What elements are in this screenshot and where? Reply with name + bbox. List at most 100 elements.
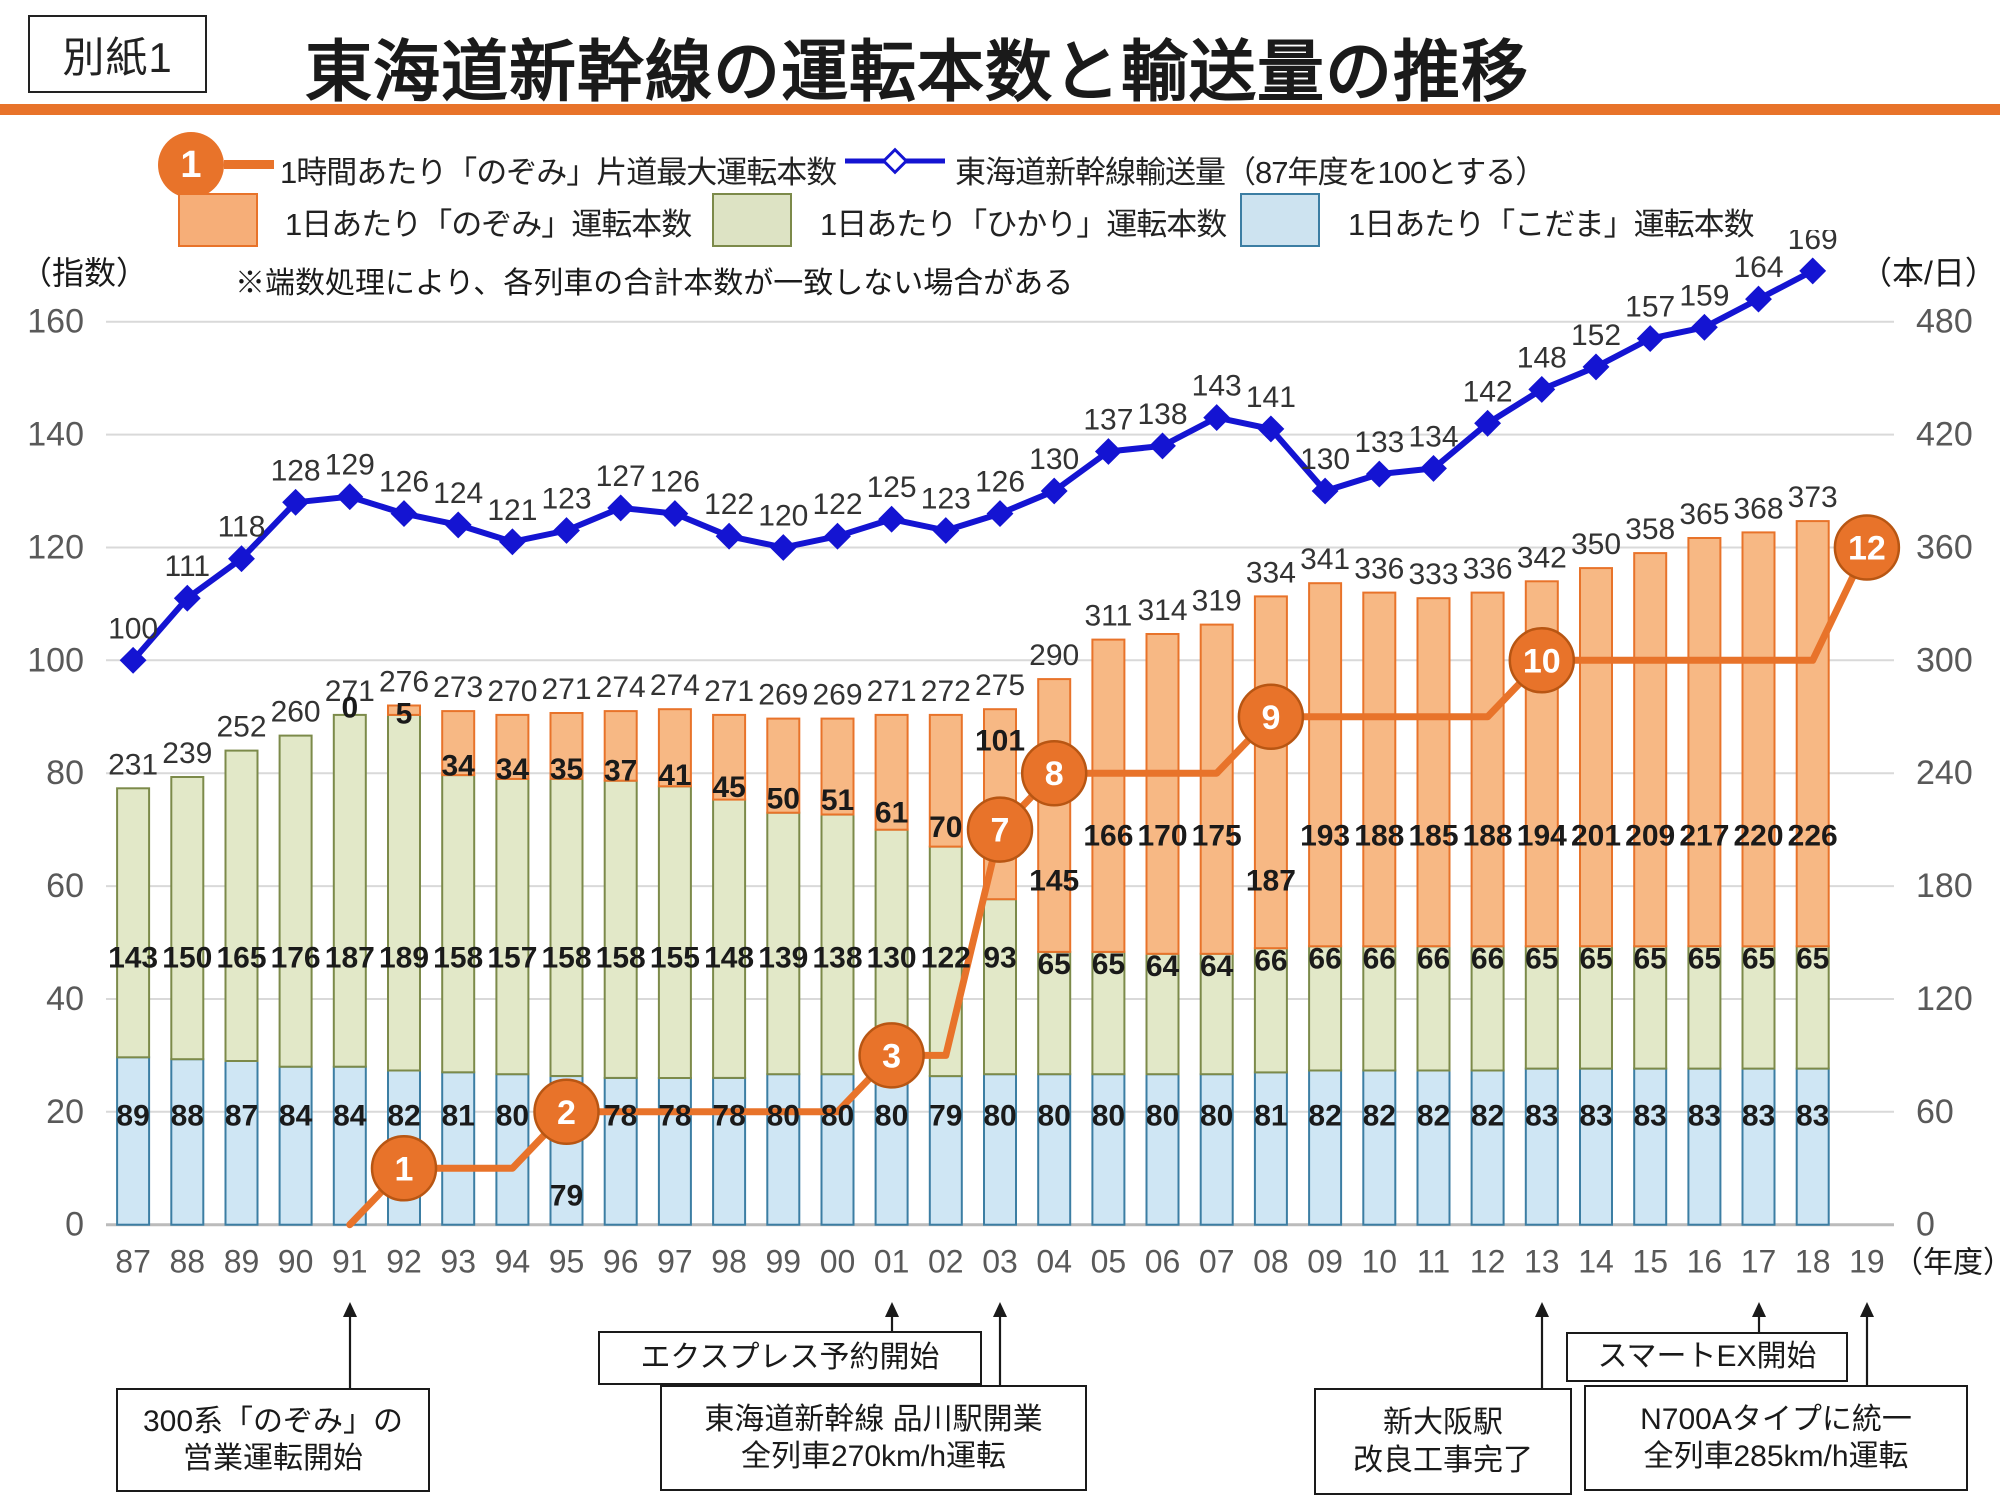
svg-text:82: 82 bbox=[1363, 1100, 1396, 1133]
svg-text:157: 157 bbox=[1625, 291, 1675, 324]
svg-text:88: 88 bbox=[170, 1244, 206, 1280]
svg-text:314: 314 bbox=[1137, 594, 1187, 627]
svg-text:187: 187 bbox=[1246, 864, 1296, 897]
svg-text:274: 274 bbox=[596, 671, 646, 704]
svg-text:97: 97 bbox=[657, 1244, 693, 1280]
svg-text:84: 84 bbox=[333, 1100, 367, 1133]
svg-text:78: 78 bbox=[658, 1100, 691, 1133]
svg-text:03: 03 bbox=[982, 1244, 1018, 1280]
svg-text:83: 83 bbox=[1525, 1100, 1558, 1133]
svg-text:127: 127 bbox=[596, 460, 646, 493]
svg-text:290: 290 bbox=[1029, 639, 1079, 672]
svg-text:70: 70 bbox=[929, 811, 962, 844]
svg-text:18: 18 bbox=[1795, 1244, 1831, 1280]
svg-text:83: 83 bbox=[1796, 1100, 1829, 1133]
svg-text:65: 65 bbox=[1634, 943, 1667, 976]
svg-text:271: 271 bbox=[541, 673, 591, 706]
svg-text:17: 17 bbox=[1741, 1244, 1777, 1280]
svg-text:80: 80 bbox=[983, 1100, 1016, 1133]
svg-text:138: 138 bbox=[1137, 398, 1187, 431]
svg-text:7: 7 bbox=[991, 812, 1010, 850]
svg-text:（年度）: （年度） bbox=[1893, 1247, 2000, 1280]
svg-text:15: 15 bbox=[1632, 1244, 1668, 1280]
svg-text:78: 78 bbox=[712, 1100, 745, 1133]
svg-text:143: 143 bbox=[108, 942, 158, 975]
svg-text:83: 83 bbox=[1634, 1100, 1667, 1133]
svg-text:83: 83 bbox=[1688, 1100, 1721, 1133]
svg-text:02: 02 bbox=[928, 1244, 964, 1280]
svg-text:143: 143 bbox=[1192, 370, 1242, 403]
svg-text:138: 138 bbox=[812, 942, 862, 975]
svg-text:124: 124 bbox=[433, 477, 483, 510]
svg-text:128: 128 bbox=[271, 454, 321, 487]
svg-text:368: 368 bbox=[1733, 492, 1783, 525]
svg-text:350: 350 bbox=[1571, 528, 1621, 561]
svg-text:166: 166 bbox=[1083, 819, 1133, 852]
svg-text:11: 11 bbox=[1417, 1244, 1450, 1280]
svg-text:66: 66 bbox=[1363, 943, 1396, 976]
svg-text:37: 37 bbox=[604, 754, 637, 787]
svg-text:65: 65 bbox=[1579, 943, 1612, 976]
svg-text:80: 80 bbox=[1092, 1100, 1125, 1133]
svg-text:189: 189 bbox=[379, 942, 429, 975]
svg-text:164: 164 bbox=[1733, 251, 1783, 284]
svg-text:420: 420 bbox=[1916, 416, 1973, 454]
svg-text:276: 276 bbox=[379, 666, 429, 699]
svg-text:158: 158 bbox=[433, 942, 483, 975]
svg-text:480: 480 bbox=[1916, 303, 1973, 341]
svg-text:160: 160 bbox=[27, 303, 84, 341]
svg-text:84: 84 bbox=[279, 1100, 313, 1133]
svg-text:93: 93 bbox=[983, 942, 1016, 975]
svg-text:89: 89 bbox=[224, 1244, 260, 1280]
svg-text:120: 120 bbox=[758, 500, 808, 533]
svg-text:1: 1 bbox=[395, 1150, 414, 1188]
svg-text:81: 81 bbox=[442, 1100, 475, 1133]
svg-text:10: 10 bbox=[1362, 1244, 1398, 1280]
svg-text:341: 341 bbox=[1300, 543, 1350, 576]
svg-text:125: 125 bbox=[867, 471, 917, 504]
svg-text:82: 82 bbox=[1471, 1100, 1504, 1133]
svg-text:89: 89 bbox=[116, 1100, 149, 1133]
svg-text:80: 80 bbox=[767, 1100, 800, 1133]
svg-text:34: 34 bbox=[496, 753, 530, 786]
svg-text:272: 272 bbox=[921, 675, 971, 708]
svg-text:176: 176 bbox=[271, 942, 321, 975]
svg-text:137: 137 bbox=[1083, 404, 1133, 437]
svg-text:96: 96 bbox=[603, 1244, 639, 1280]
svg-text:133: 133 bbox=[1354, 426, 1404, 459]
svg-text:2: 2 bbox=[557, 1094, 576, 1132]
svg-text:231: 231 bbox=[108, 748, 158, 781]
svg-text:5: 5 bbox=[396, 698, 413, 731]
svg-text:239: 239 bbox=[162, 737, 212, 770]
svg-text:94: 94 bbox=[495, 1244, 531, 1280]
svg-text:130: 130 bbox=[1029, 443, 1079, 476]
svg-text:60: 60 bbox=[1916, 1093, 1954, 1131]
svg-text:91: 91 bbox=[332, 1244, 368, 1280]
svg-text:226: 226 bbox=[1788, 819, 1838, 852]
svg-text:130: 130 bbox=[1300, 443, 1350, 476]
svg-text:311: 311 bbox=[1084, 600, 1132, 633]
svg-text:06: 06 bbox=[1145, 1244, 1181, 1280]
svg-text:217: 217 bbox=[1679, 819, 1729, 852]
svg-text:336: 336 bbox=[1354, 553, 1404, 586]
svg-text:269: 269 bbox=[758, 679, 808, 712]
svg-text:111: 111 bbox=[164, 550, 210, 583]
svg-text:142: 142 bbox=[1463, 375, 1513, 408]
svg-text:240: 240 bbox=[1916, 754, 1973, 792]
svg-text:00: 00 bbox=[820, 1244, 856, 1280]
svg-text:87: 87 bbox=[115, 1244, 151, 1280]
svg-text:122: 122 bbox=[704, 488, 754, 521]
svg-text:273: 273 bbox=[433, 671, 483, 704]
svg-text:175: 175 bbox=[1192, 819, 1242, 852]
svg-text:270: 270 bbox=[487, 675, 537, 708]
svg-text:61: 61 bbox=[875, 796, 908, 829]
svg-text:3: 3 bbox=[882, 1037, 901, 1075]
svg-text:45: 45 bbox=[712, 771, 745, 804]
svg-text:87: 87 bbox=[225, 1100, 258, 1133]
svg-text:65: 65 bbox=[1092, 948, 1125, 981]
svg-text:07: 07 bbox=[1199, 1244, 1235, 1280]
svg-text:169: 169 bbox=[1788, 230, 1838, 256]
svg-text:122: 122 bbox=[812, 488, 862, 521]
svg-text:19: 19 bbox=[1849, 1244, 1885, 1280]
svg-text:185: 185 bbox=[1408, 819, 1458, 852]
